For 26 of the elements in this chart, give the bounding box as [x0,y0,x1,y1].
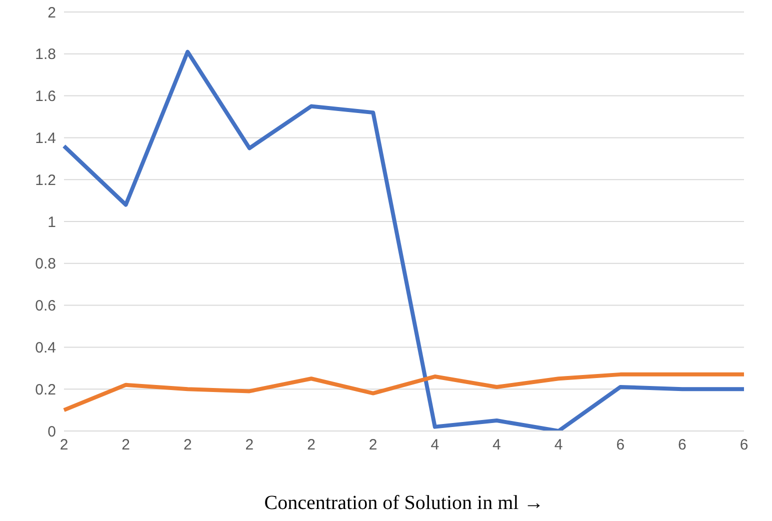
line-series [62,372,746,412]
y-tick-label: 0.4 [35,340,56,357]
x-tick-label: 2 [183,436,192,454]
y-tick-label: 0 [48,423,56,440]
y-tick-label: 2 [48,4,56,22]
y-tick-label: 0.2 [35,381,56,398]
line-series [62,50,746,431]
x-axis-title: Concentration of Solution in ml → [264,492,544,514]
y-tick-label: 1.2 [35,172,56,189]
x-tick-label: 4 [554,436,563,454]
x-tick-label: 2 [368,436,378,454]
x-tick-label: 6 [678,436,686,454]
y-tick-label: 0.6 [35,298,56,315]
y-tick-label: 1.6 [35,88,56,106]
x-tick-label: 2 [122,436,130,454]
x-tick-label: 4 [430,436,440,454]
y-tick-label: 1.4 [35,130,56,148]
x-tick-label: 2 [60,436,68,454]
x-tick-label: 2 [307,436,316,454]
x-tick-label: 4 [492,436,501,454]
y-tick-label: 1.8 [35,46,56,64]
y-tick-label: 1 [48,214,56,231]
x-tick-label: 2 [245,436,254,454]
y-tick-label: 0.8 [35,256,56,273]
x-tick-label: 6 [616,436,625,454]
x-tick-label: 6 [740,436,748,454]
